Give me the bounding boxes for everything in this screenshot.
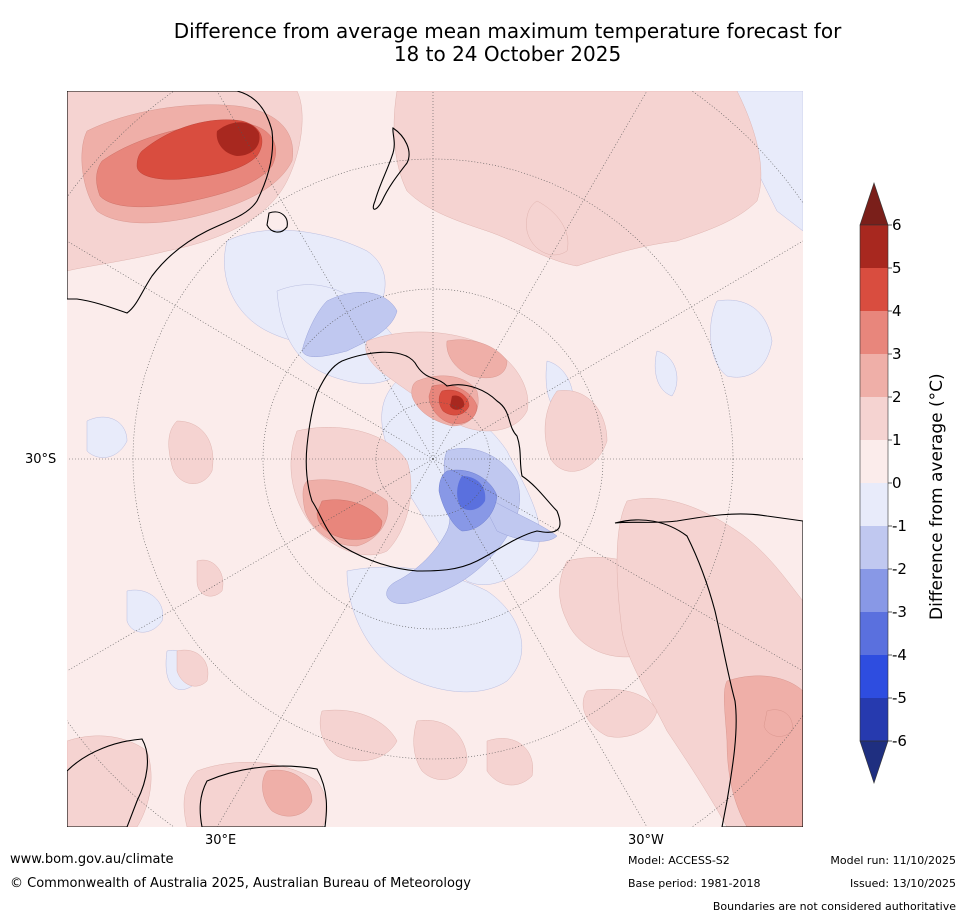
south-america-coastline [614,513,803,827]
colorbar-tick-label: 0 [892,474,902,492]
colorbar-tick-label: -3 [892,603,907,621]
colorbar-band-m5tom4 [860,655,888,698]
new-zealand-coastline [372,127,410,210]
website-link[interactable]: www.bom.gov.au/climate [10,852,174,867]
colorbar-tick-label: -2 [892,560,907,578]
colorbar-extend-top [859,182,889,226]
colorbar-band-2to3 [860,354,888,397]
colorbar-label: Difference from average (°C) [927,373,947,620]
colorbar-band-4to5 [860,268,888,311]
lon-label-30w: 30°W [628,833,664,848]
colorbar-bands [859,182,889,784]
anomaly-map [67,91,803,827]
colorbar-band-m2tom1 [860,526,888,569]
colorbar-tick-label: 6 [892,216,902,234]
map-title: Difference from average mean maximum tem… [60,20,955,66]
title-line-2: 18 to 24 October 2025 [393,42,622,66]
colorbar-tick-label: -4 [892,646,907,664]
colorbar-band-5to6 [860,225,888,268]
colorbar-tick-label: 4 [892,302,902,320]
colorbar-band-1to2 [860,397,888,440]
warm-anomaly-extreme [216,122,465,410]
colorbar-ticks: 6 5 4 3 2 1 0 -1 -2 -3 -4 -5 -6 [888,216,907,750]
graticule [67,91,803,827]
antarctica-coastline [305,351,561,572]
copyright-text: © Commonwealth of Australia 2025, Austra… [10,876,471,891]
colorbar-tick-label: -1 [892,517,907,535]
africa-coastline [67,738,148,827]
madagascar-coastline [199,765,328,827]
colorbar-band-0to1 [860,440,888,483]
australia-coastline [67,91,274,314]
colorbar-tick-label: 1 [892,431,902,449]
coastlines [67,91,803,827]
boundaries-disclaimer: Boundaries are not considered authoritat… [712,900,956,913]
colorbar-band-m1to0 [860,483,888,526]
colorbar-band-m3tom2 [860,569,888,612]
model-name: Model: ACCESS-S2 [628,854,730,867]
issued-date: Issued: 13/10/2025 [849,877,956,890]
cool-anomaly-strong [438,469,498,532]
colorbar-tick-label: 2 [892,388,902,406]
colorbar-band-3to4 [860,311,888,354]
tasmania-coastline [266,211,288,233]
colorbar-tick-label: -5 [892,689,907,707]
colorbar-legend: 6 5 4 3 2 1 0 -1 -2 -3 -4 -5 -6 Difference from aver… [859,182,947,784]
lon-label-30e: 30°E [205,833,237,848]
colorbar-band-m4tom3 [860,612,888,655]
lat-label-30s: 30°S [25,452,57,467]
colorbar-tick-label: -6 [892,732,907,750]
colorbar-tick-label: 5 [892,259,902,277]
model-run-date: Model run: 11/10/2025 [830,854,956,867]
colorbar-tick-label: 3 [892,345,902,363]
title-line-1: Difference from average mean maximum tem… [173,19,842,43]
colorbar-extend-bottom [859,740,889,784]
colorbar-band-m6tom5 [860,698,888,741]
base-period: Base period: 1981-2018 [628,877,761,890]
